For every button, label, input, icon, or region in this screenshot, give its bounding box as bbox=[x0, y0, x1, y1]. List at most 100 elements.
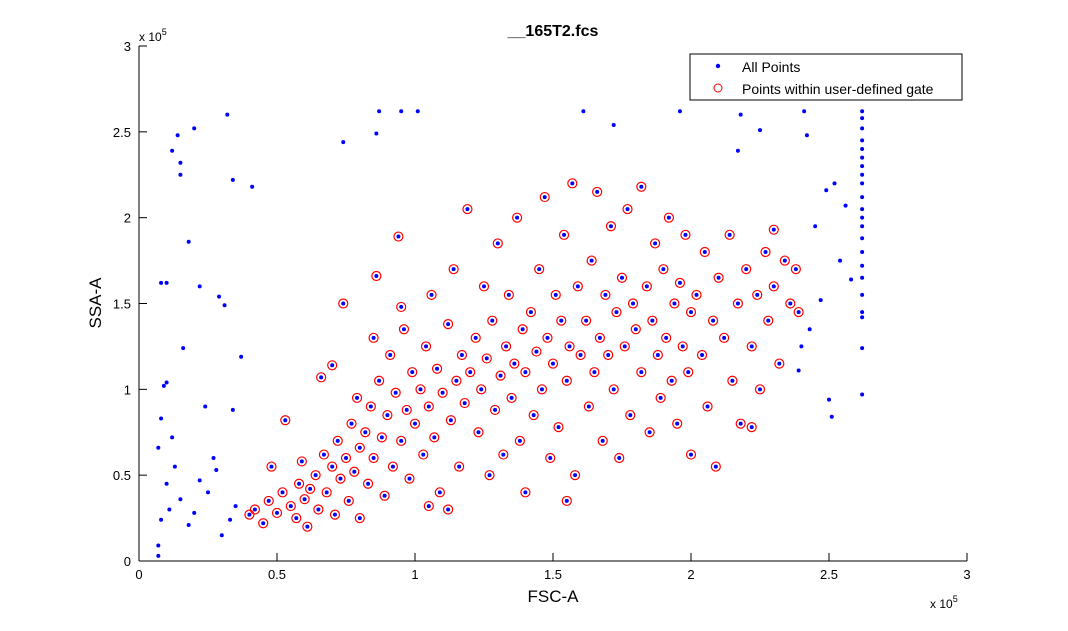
legend[interactable]: All Points Points within user-defined ga… bbox=[689, 53, 963, 101]
all-points-marker bbox=[564, 378, 569, 383]
all-points-marker bbox=[421, 452, 426, 457]
all-points-marker bbox=[669, 378, 674, 383]
all-points-marker bbox=[515, 215, 520, 220]
all-points-marker bbox=[860, 147, 865, 151]
gated-point-marker bbox=[285, 500, 296, 512]
all-points-marker bbox=[860, 126, 865, 131]
all-points-marker bbox=[689, 310, 693, 315]
legend-circle-icon bbox=[713, 83, 723, 93]
gated-point-marker bbox=[763, 315, 774, 326]
gated-point-marker bbox=[622, 203, 633, 215]
all-points-marker bbox=[658, 395, 663, 400]
gated-point-marker bbox=[691, 289, 702, 301]
all-points-marker bbox=[763, 250, 768, 254]
all-points-marker bbox=[860, 392, 865, 397]
all-points-marker bbox=[804, 133, 809, 138]
all-points-marker bbox=[214, 468, 219, 473]
all-points-marker bbox=[639, 184, 644, 189]
legend-label-gated: Points within user-defined gate bbox=[742, 81, 934, 97]
gated-point-marker bbox=[465, 367, 476, 378]
gated-point-marker bbox=[702, 401, 713, 412]
all-points-marker bbox=[432, 435, 437, 440]
gated-point-marker bbox=[512, 212, 523, 223]
gated-point-marker bbox=[426, 289, 437, 301]
gated-point-marker bbox=[484, 470, 495, 481]
gated-point-marker bbox=[266, 461, 277, 472]
all-points-marker bbox=[595, 189, 600, 194]
gated-point-marker bbox=[393, 231, 404, 242]
all-points-marker bbox=[758, 387, 762, 392]
gated-point-marker bbox=[558, 229, 570, 240]
gated-point-marker bbox=[779, 255, 790, 266]
all-points-marker bbox=[294, 516, 299, 521]
all-points-marker bbox=[603, 292, 608, 297]
gated-point-marker bbox=[583, 401, 594, 412]
gated-point-marker bbox=[354, 512, 365, 524]
all-points-marker bbox=[575, 284, 580, 289]
gated-point-marker bbox=[415, 384, 426, 395]
all-points-marker bbox=[860, 310, 865, 315]
all-points-marker bbox=[694, 292, 699, 297]
gated-point-marker bbox=[244, 509, 255, 520]
all-points-marker bbox=[170, 148, 175, 153]
y-axis-label: SSA-A bbox=[86, 277, 105, 329]
y-tick-label: 0.5 bbox=[113, 468, 131, 483]
gated-point-marker bbox=[396, 301, 407, 313]
all-points-marker bbox=[796, 368, 801, 373]
all-points-marker bbox=[849, 277, 854, 282]
all-points-marker bbox=[625, 207, 630, 212]
all-points-marker bbox=[559, 318, 564, 323]
gated-point-marker bbox=[531, 346, 542, 357]
all-points-marker bbox=[164, 380, 169, 385]
all-points-marker bbox=[330, 464, 335, 469]
gated-point-marker bbox=[741, 264, 752, 275]
all-points-marker bbox=[860, 263, 865, 268]
x-tick-label: 0.5 bbox=[268, 567, 286, 582]
all-points-marker bbox=[382, 493, 387, 498]
gated-point-marker bbox=[374, 375, 385, 386]
gated-point-marker bbox=[666, 375, 677, 386]
all-points-marker bbox=[548, 456, 553, 460]
gated-point-marker bbox=[258, 518, 269, 529]
gated-point-marker bbox=[605, 221, 617, 232]
all-points-marker bbox=[426, 404, 431, 409]
gated-point-marker bbox=[429, 432, 440, 443]
all-points-marker bbox=[633, 327, 638, 332]
all-points-marker bbox=[217, 294, 222, 299]
all-points-marker bbox=[504, 344, 509, 349]
all-points-marker bbox=[799, 344, 804, 349]
all-points-marker bbox=[192, 126, 197, 131]
gated-point-marker bbox=[404, 473, 415, 484]
all-points-marker bbox=[713, 464, 718, 469]
all-points-marker bbox=[225, 112, 230, 117]
all-points-marker bbox=[622, 344, 627, 349]
gated-point-marker bbox=[500, 341, 512, 352]
gated-point-marker bbox=[768, 281, 779, 292]
x-ticks: 0 0.5 1 1.5 2 2.5 3 bbox=[135, 553, 971, 582]
all-points-marker bbox=[570, 181, 575, 186]
legend-box bbox=[689, 53, 963, 101]
gated-point-marker bbox=[754, 384, 766, 395]
all-points-marker bbox=[829, 414, 834, 419]
all-points-marker bbox=[321, 452, 326, 457]
gated-point-marker bbox=[332, 435, 343, 446]
gated-point-marker bbox=[647, 315, 658, 326]
all-points-marker bbox=[468, 370, 473, 375]
all-points-marker bbox=[838, 258, 843, 263]
all-points-marker bbox=[308, 486, 313, 491]
all-points-marker bbox=[368, 404, 373, 409]
all-points-marker bbox=[440, 390, 445, 395]
all-points-marker bbox=[266, 498, 271, 503]
all-points-marker bbox=[501, 452, 506, 457]
gated-point-marker bbox=[625, 409, 636, 421]
all-points-marker bbox=[462, 401, 467, 406]
gated-point-marker bbox=[616, 272, 628, 283]
all-points-marker bbox=[661, 267, 666, 272]
all-points-marker bbox=[860, 236, 865, 241]
all-points-marker bbox=[639, 370, 644, 375]
gated-point-marker bbox=[586, 255, 597, 266]
all-points-marker bbox=[860, 207, 865, 212]
gated-point-marker bbox=[299, 494, 310, 505]
all-points-marker bbox=[341, 140, 346, 145]
